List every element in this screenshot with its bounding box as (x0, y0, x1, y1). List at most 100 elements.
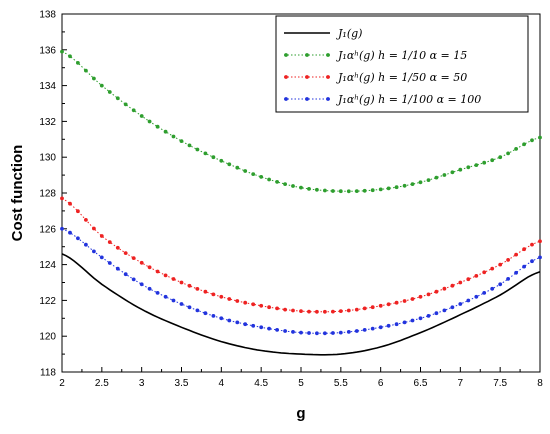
legend-item-2: J₁αʰ(g) h = 1/50 α = 50 (284, 71, 467, 84)
legend-label: J₁(g) (336, 27, 362, 40)
y-tick-label: 124 (39, 260, 56, 271)
data-point (179, 280, 184, 285)
y-tick-label: 130 (39, 153, 56, 164)
data-point (235, 165, 240, 170)
data-point (139, 260, 144, 265)
legend-label: J₁αʰ(g) h = 1/100 α = 100 (336, 93, 481, 106)
data-point (354, 329, 359, 333)
data-point (275, 180, 279, 184)
data-point (243, 322, 248, 327)
data-point (418, 180, 423, 185)
series-1 (60, 49, 542, 194)
data-point (99, 255, 104, 260)
data-point (490, 266, 495, 271)
data-point (147, 119, 152, 124)
data-point (251, 323, 256, 328)
data-point (378, 187, 383, 192)
legend-marker (326, 97, 330, 101)
data-point (163, 129, 168, 134)
data-point (123, 272, 128, 277)
data-point (466, 165, 471, 170)
data-point (346, 330, 351, 334)
data-point (139, 282, 144, 287)
data-point (76, 61, 80, 65)
data-point (498, 262, 503, 267)
data-point (338, 309, 343, 313)
data-point (307, 309, 311, 314)
data-point (522, 142, 526, 147)
data-point (410, 318, 415, 323)
data-point (60, 226, 64, 231)
data-point (299, 309, 303, 313)
data-point (147, 286, 152, 291)
legend-marker (284, 97, 288, 101)
data-point (139, 114, 144, 118)
data-point (267, 177, 271, 182)
data-point (299, 185, 303, 190)
data-point (179, 139, 184, 144)
series-3 (60, 226, 542, 336)
data-point (386, 323, 391, 328)
data-point (267, 305, 271, 310)
data-point (323, 331, 327, 336)
data-point (107, 240, 112, 245)
data-point (450, 170, 455, 175)
data-point (123, 102, 128, 107)
x-tick-label: 5 (298, 378, 304, 389)
data-point (386, 302, 391, 307)
x-tick-label: 5.5 (334, 378, 348, 389)
data-point (275, 328, 279, 332)
data-point (338, 189, 343, 194)
x-tick-label: 4 (219, 378, 225, 389)
data-point (92, 226, 96, 231)
data-point (346, 189, 351, 194)
data-point (538, 239, 542, 244)
data-point (195, 287, 200, 291)
data-point (474, 163, 479, 168)
data-point (76, 236, 80, 241)
x-tick-label: 8 (537, 378, 543, 389)
data-point (410, 297, 415, 301)
series-line (61, 253, 541, 356)
axis-ticks: 2 2.5 3 3.5 4 4.5 5 5.5 6 6.5 7 7.5 8 118 120 122 124 126… (39, 10, 543, 390)
data-point (378, 325, 383, 330)
data-point (514, 147, 518, 151)
data-point (362, 188, 367, 193)
data-point (323, 309, 327, 314)
data-point (211, 155, 216, 160)
legend-item-0: J₁(g) (284, 27, 362, 40)
data-point (442, 173, 447, 177)
data-point (243, 300, 248, 305)
y-tick-label: 138 (39, 10, 56, 21)
data-point (378, 303, 383, 308)
data-point (99, 83, 104, 88)
y-tick-label: 120 (39, 332, 56, 343)
data-point (275, 306, 279, 311)
data-point (466, 277, 471, 282)
x-tick-label: 2.5 (95, 378, 109, 389)
data-point (506, 258, 510, 262)
data-point (370, 305, 375, 310)
data-point (123, 251, 128, 256)
data-point (171, 134, 176, 139)
data-point (530, 138, 534, 143)
data-point (410, 182, 415, 187)
data-point (187, 283, 192, 288)
data-point (458, 167, 463, 172)
data-point (227, 297, 232, 301)
data-point (315, 309, 319, 314)
data-point (203, 151, 208, 156)
data-point (346, 308, 351, 313)
data-point (522, 264, 526, 269)
data-point (323, 188, 327, 193)
data-point (203, 311, 208, 316)
data-point (187, 305, 192, 310)
data-point (370, 188, 375, 193)
data-point (60, 49, 64, 54)
data-point (283, 182, 287, 187)
data-point (291, 308, 295, 313)
data-point (155, 124, 160, 129)
data-point (307, 187, 311, 191)
data-point (490, 158, 495, 163)
